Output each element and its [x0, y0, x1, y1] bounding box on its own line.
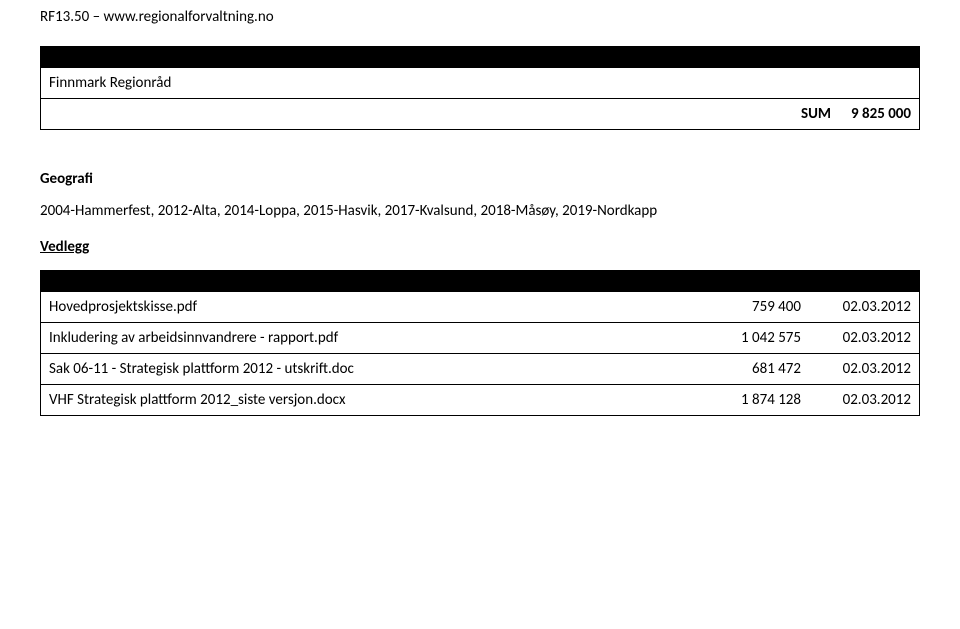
table-row: Inkludering av arbeidsinnvandrere - rapp…	[40, 323, 920, 354]
geografi-title: Geografi	[40, 170, 920, 188]
table-row: VHF Strategisk plattform 2012_siste vers…	[40, 385, 920, 416]
file-name: VHF Strategisk plattform 2012_siste vers…	[49, 391, 691, 409]
table-header-bar-files	[40, 270, 920, 292]
file-date: 02.03.2012	[801, 391, 911, 409]
table-header-bar-top	[40, 46, 920, 68]
table-row: Hovedprosjektskisse.pdf 759 400 02.03.20…	[40, 292, 920, 323]
file-name: Sak 06-11 - Strategisk plattform 2012 - …	[49, 360, 691, 378]
sum-row: SUM 9 825 000	[40, 99, 920, 130]
org-name: Finnmark Regionråd	[49, 74, 171, 92]
sum-value: 9 825 000	[851, 105, 911, 123]
geografi-text: 2004-Hammerfest, 2012-Alta, 2014-Loppa, …	[40, 202, 920, 220]
file-name: Hovedprosjektskisse.pdf	[49, 298, 691, 316]
file-date: 02.03.2012	[801, 329, 911, 347]
table-row: Sak 06-11 - Strategisk plattform 2012 - …	[40, 354, 920, 385]
sum-label: SUM	[801, 105, 831, 123]
file-name: Inkludering av arbeidsinnvandrere - rapp…	[49, 329, 691, 347]
page-header: RF13.50 – www.regionalforvaltning.no	[40, 0, 920, 46]
file-size: 759 400	[691, 298, 801, 316]
org-row: Finnmark Regionråd	[40, 68, 920, 99]
vedlegg-title: Vedlegg	[40, 238, 920, 256]
file-date: 02.03.2012	[801, 298, 911, 316]
file-date: 02.03.2012	[801, 360, 911, 378]
file-size: 1 042 575	[691, 329, 801, 347]
file-size: 1 874 128	[691, 391, 801, 409]
file-size: 681 472	[691, 360, 801, 378]
